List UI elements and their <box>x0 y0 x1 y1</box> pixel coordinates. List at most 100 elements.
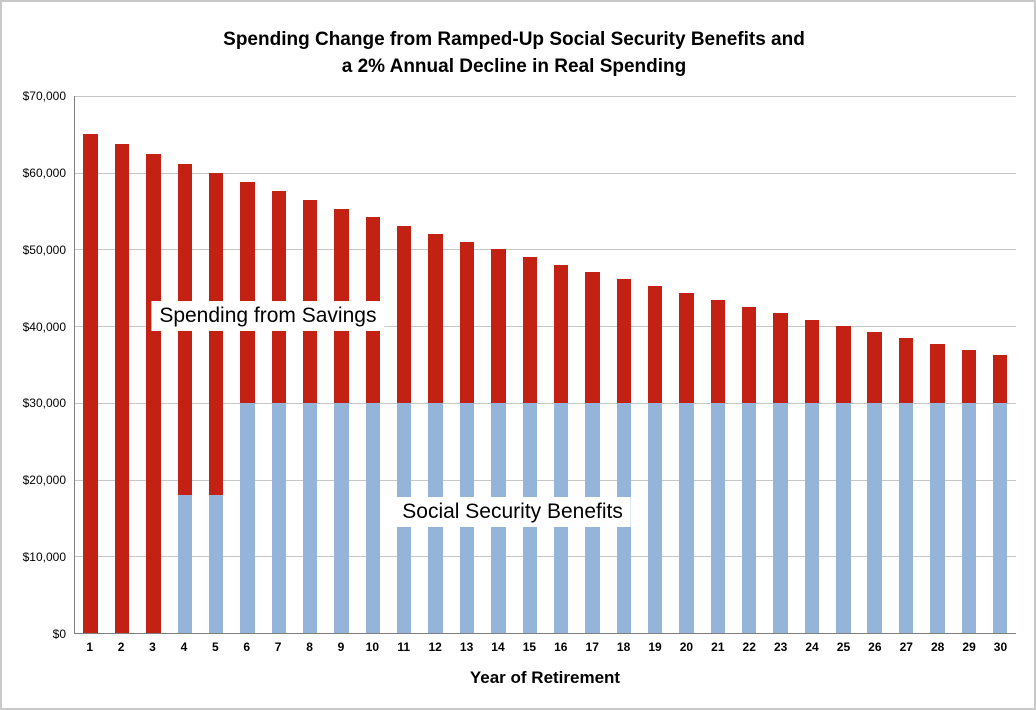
x-tick-label-23: 23 <box>773 640 788 654</box>
bar-segment-social-security <box>992 402 1008 633</box>
bar-segment-social-security <box>208 494 224 633</box>
bar-year-3 <box>138 96 169 633</box>
bar-year-14 <box>483 96 514 633</box>
chart-title: Spending Change from Ramped-Up Social Se… <box>12 16 1016 80</box>
bar-segment-social-security <box>867 402 882 633</box>
bar-segment-spending-from-savings <box>773 313 788 403</box>
bar-segment-spending-from-savings <box>992 355 1008 403</box>
bar-year-17 <box>577 96 608 633</box>
bar-year-7 <box>263 96 294 633</box>
x-tick-label-7: 7 <box>274 640 282 654</box>
plot-area: Spending from Savings Social Security Ben… <box>74 96 1016 634</box>
chart-title-line-2: a 2% Annual Decline in Real Spending <box>341 56 687 77</box>
bar-segment-social-security <box>930 402 945 633</box>
bar-segment-spending-from-savings <box>553 264 569 403</box>
y-tick-label: $50,000 <box>22 242 66 257</box>
x-tick-label-16: 16 <box>554 640 568 654</box>
bar-segment-social-security <box>710 402 726 633</box>
x-tick-label-2: 2 <box>117 640 125 654</box>
x-tick-label-24: 24 <box>805 640 819 654</box>
x-tick-label-4: 4 <box>180 640 188 654</box>
y-tick-label: $60,000 <box>22 165 66 180</box>
bar-year-26 <box>859 96 890 633</box>
bar-year-23 <box>765 96 796 633</box>
bar-year-4 <box>169 96 200 633</box>
chart-title-line-1: Spending Change from Ramped-Up Social Se… <box>223 29 805 50</box>
x-tick-label-6: 6 <box>243 640 251 654</box>
gridline <box>75 326 1016 328</box>
bar-segment-spending-from-savings <box>240 181 255 403</box>
x-tick-label-11: 11 <box>397 640 411 654</box>
y-tick-label: $10,000 <box>22 550 66 565</box>
bar-segment-social-security <box>647 402 663 633</box>
bar-year-24 <box>796 96 827 633</box>
bar-year-30 <box>984 96 1015 633</box>
bar-segment-spending-from-savings <box>459 241 475 403</box>
x-tick-label-12: 12 <box>428 640 442 654</box>
bar-year-19 <box>639 96 670 633</box>
bar-segment-spending-from-savings <box>647 286 663 403</box>
bar-segment-spending-from-savings <box>867 332 882 403</box>
bar-segment-social-security <box>365 402 381 633</box>
gridline <box>75 249 1016 251</box>
bar-segment-spending-from-savings <box>83 134 98 633</box>
x-tick-label-1: 1 <box>86 640 94 654</box>
bar-year-15 <box>514 96 545 633</box>
bar-year-18 <box>608 96 639 633</box>
bar-segment-social-security <box>334 402 349 633</box>
x-tick-label-10: 10 <box>365 640 380 654</box>
x-tick-label-15: 15 <box>522 640 537 654</box>
bar-year-1 <box>75 96 106 633</box>
bar-segment-social-security <box>742 402 757 633</box>
gridline <box>75 402 1016 404</box>
bar-segment-spending-from-savings <box>804 320 820 403</box>
bar-year-27 <box>890 96 921 633</box>
x-tick-label-25: 25 <box>836 640 851 654</box>
x-axis: 1 2 3 4 5 6 7 8 9 10 11 12 13 14 15 16 17 18 19 20 21 22 23 24 2… <box>74 634 1016 660</box>
x-tick-label-9: 9 <box>337 640 345 654</box>
x-tick-label-29: 29 <box>962 640 976 654</box>
annotation-social-security-benefits: Social Security Benefits <box>394 497 631 528</box>
bar-segment-spending-from-savings <box>836 326 851 403</box>
x-tick-label-8: 8 <box>306 640 313 654</box>
bar-segment-social-security <box>898 402 914 633</box>
y-tick-label: $30,000 <box>22 396 66 411</box>
bar-segment-spending-from-savings <box>208 172 224 495</box>
x-tick-label-5: 5 <box>211 640 219 654</box>
y-tick-label: $20,000 <box>22 473 66 488</box>
x-tick-label-21: 21 <box>711 640 725 654</box>
bar-year-28 <box>922 96 953 633</box>
bar-year-9 <box>326 96 357 633</box>
bar-segment-spending-from-savings <box>679 293 694 403</box>
bar-segment-spending-from-savings <box>428 234 443 403</box>
bar-series-container <box>75 96 1016 633</box>
bar-segment-social-security <box>836 402 851 633</box>
bar-segment-social-security <box>679 402 694 633</box>
x-tick-label-19: 19 <box>648 640 662 654</box>
y-tick-label: $40,000 <box>22 319 66 334</box>
bar-segment-social-security <box>302 402 318 633</box>
x-tick-label-14: 14 <box>491 640 505 654</box>
x-tick-label-26: 26 <box>868 640 882 654</box>
bar-segment-spending-from-savings <box>710 300 726 403</box>
bar-segment-spending-from-savings <box>491 249 506 403</box>
bar-segment-spending-from-savings <box>397 225 412 403</box>
x-tick-label-3: 3 <box>149 640 156 654</box>
bar-segment-social-security <box>240 402 255 633</box>
bar-year-16 <box>545 96 576 633</box>
chart-body: $0 $10,000 $20,000 $30,000 $40,000 $50,000 $60… <box>12 89 1016 641</box>
bar-segment-spending-from-savings <box>585 272 600 403</box>
bar-segment-spending-from-savings <box>616 279 631 403</box>
x-axis-title-row: Year of Retirement <box>12 660 1016 698</box>
x-tick-label-27: 27 <box>899 640 913 654</box>
bar-segment-social-security <box>961 402 976 633</box>
gridline <box>75 556 1016 558</box>
bar-year-8 <box>295 96 326 633</box>
bar-segment-spending-from-savings <box>898 338 914 403</box>
annotation-spending-from-savings: Spending from Savings <box>151 301 385 332</box>
y-tick-label: $0 <box>52 627 66 641</box>
x-tick-label-28: 28 <box>930 640 945 654</box>
x-tick-label-20: 20 <box>679 640 694 654</box>
bar-segment-spending-from-savings <box>961 349 976 403</box>
